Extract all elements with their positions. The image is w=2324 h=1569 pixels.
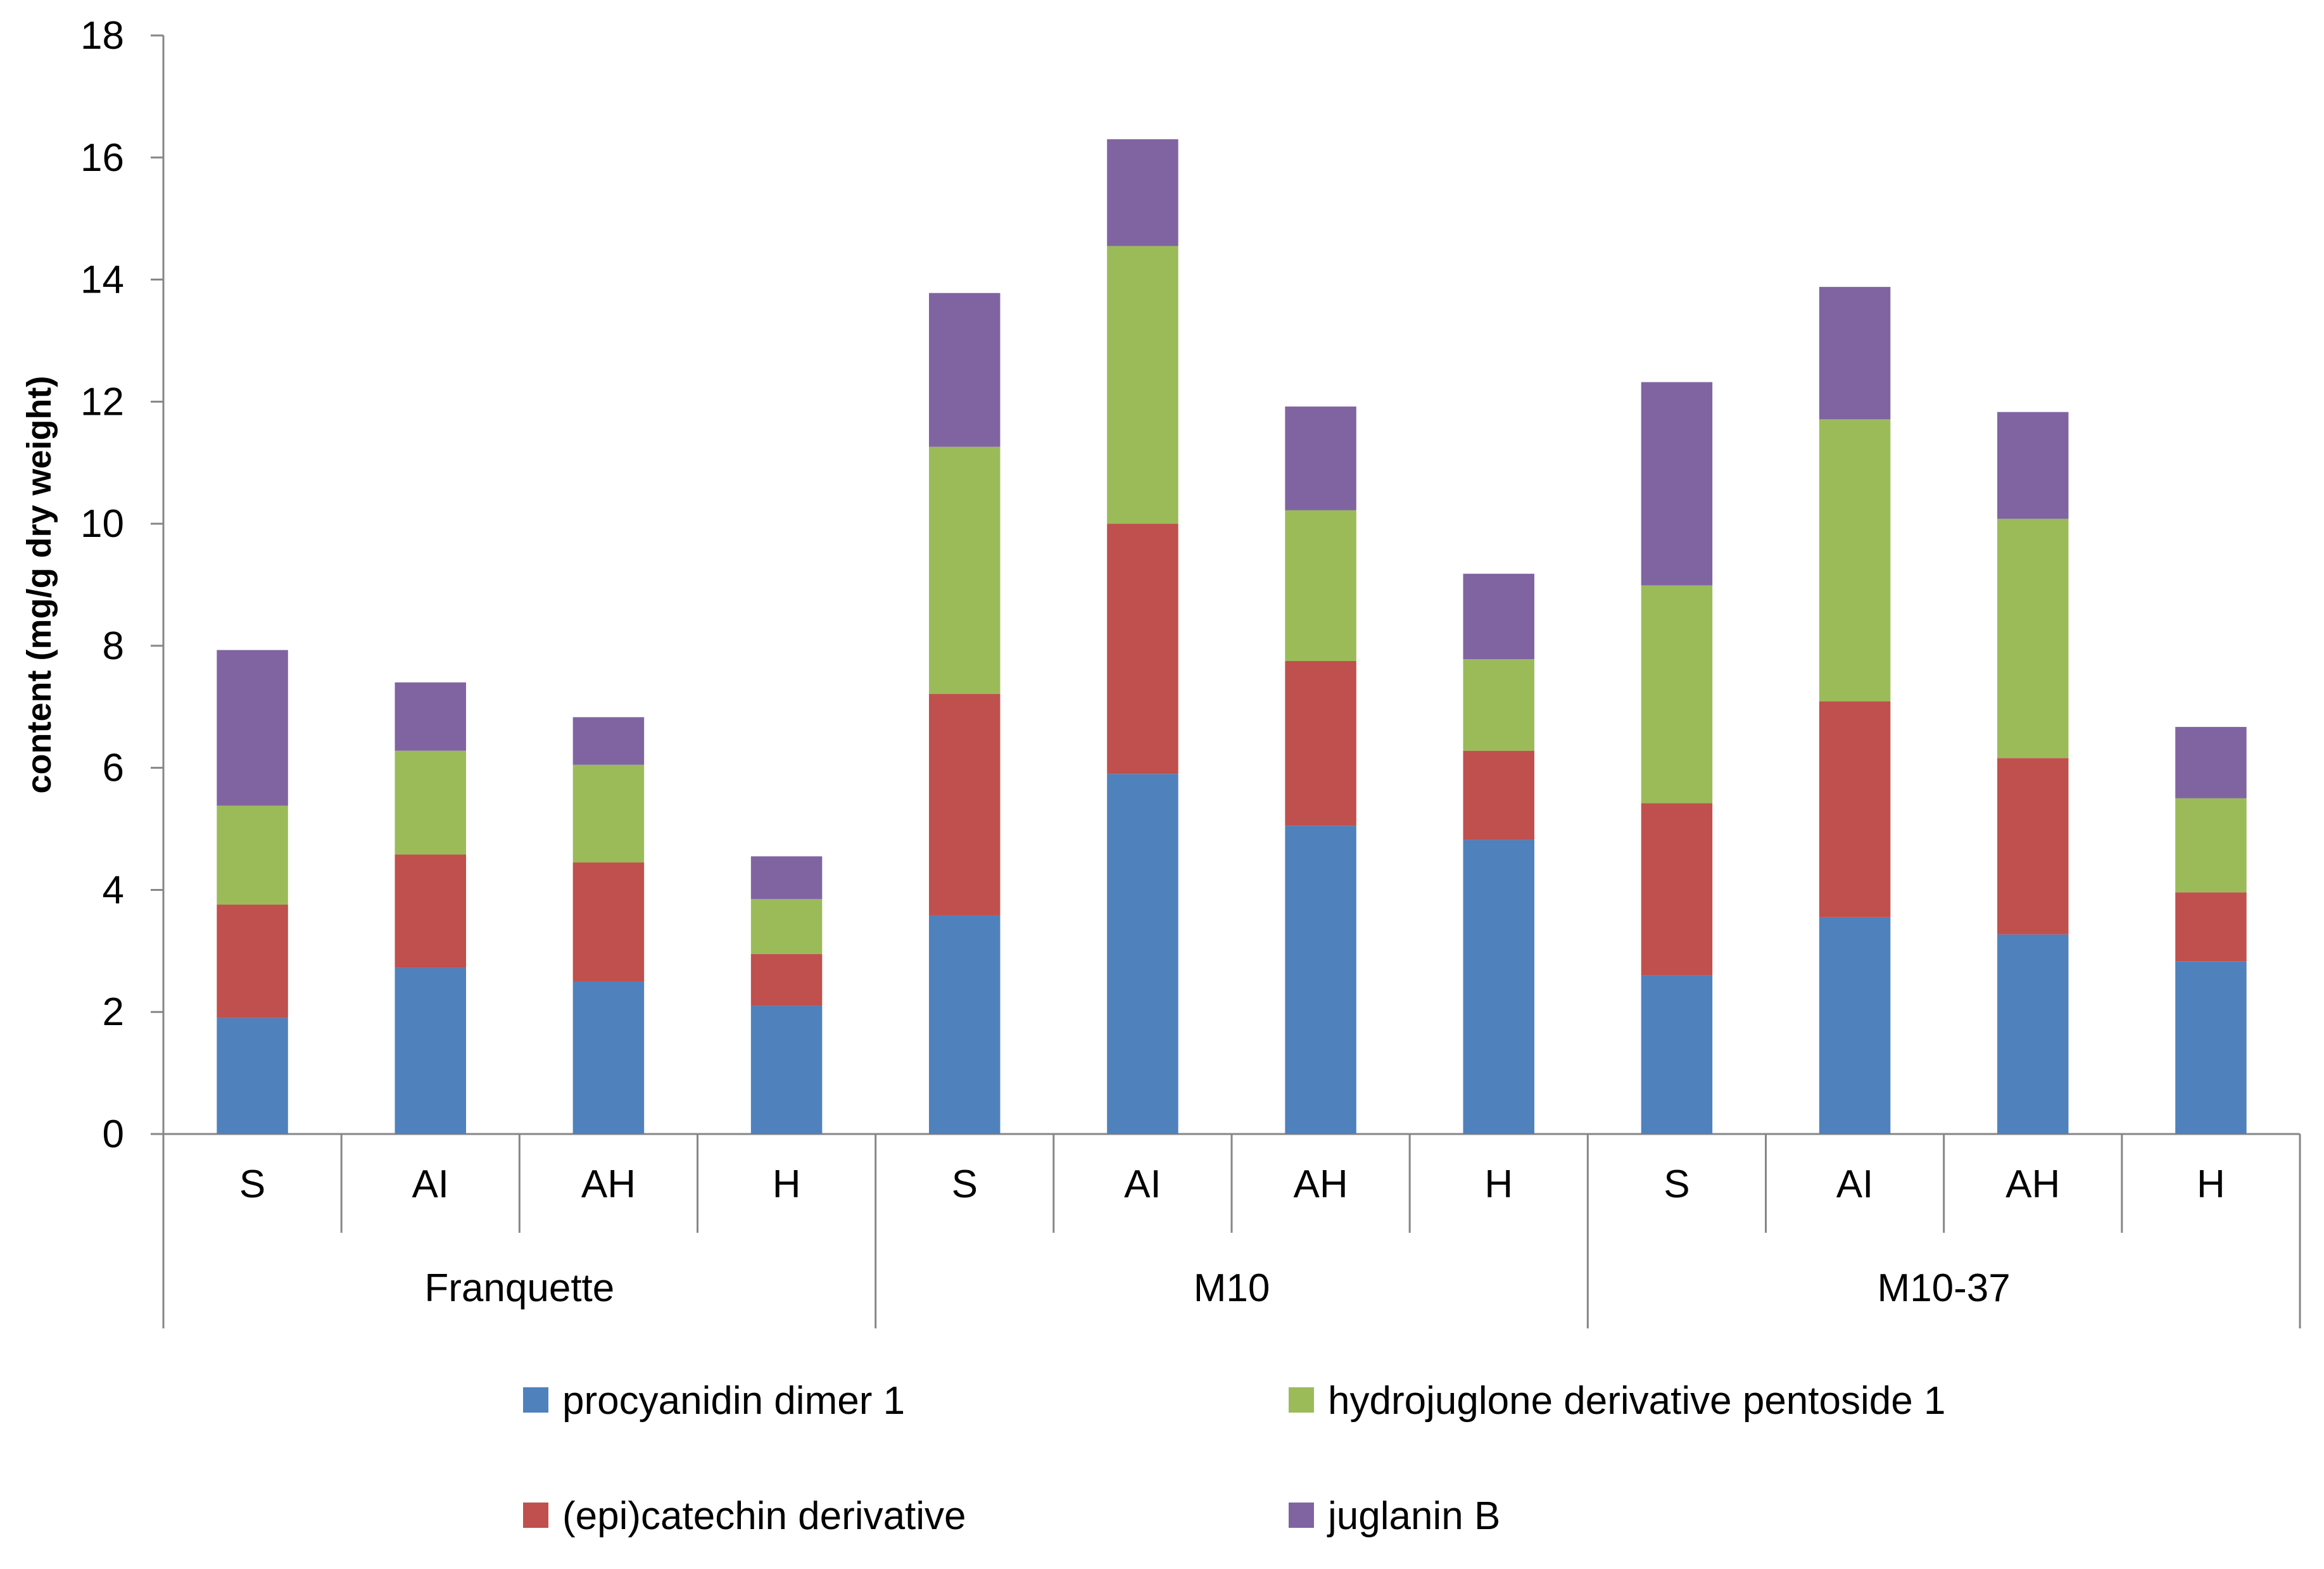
y-tick-label: 6 [103, 747, 124, 790]
bar-segment-procyanidin-dimer-1 [1107, 774, 1178, 1134]
bar-segment-juglanin-b [572, 717, 645, 765]
bar-segment--epi-catechin-derivative [395, 854, 466, 968]
bar-segment--epi-catechin-derivative [2175, 892, 2247, 962]
bar-segment-hydrojuglone-derivative-pentoside-1 [750, 898, 823, 954]
bar-segment--epi-catechin-derivative [1819, 701, 1891, 917]
bar-segment-hydrojuglone-derivative-pentoside-1 [1463, 659, 1534, 751]
x-category-label: H [1484, 1163, 1513, 1206]
legend-label: hydrojuglone derivative pentoside 1 [1328, 1379, 1945, 1423]
bar-segment-hydrojuglone-derivative-pentoside-1 [217, 805, 288, 905]
bar-segment--epi-catechin-derivative [1997, 758, 2069, 935]
x-category-label: H [2197, 1163, 2225, 1206]
bar-segment-procyanidin-dimer-1 [395, 967, 466, 1134]
bar-segment-juglanin-b [217, 650, 288, 806]
legend-label: (epi)catechin derivative [562, 1494, 966, 1538]
x-category-label: AI [412, 1163, 449, 1206]
x-category-label: AH [1294, 1163, 1348, 1206]
x-category-label: H [773, 1163, 801, 1206]
axes-layer [151, 34, 2301, 1328]
legend-swatch [1289, 1387, 1314, 1413]
bar-segment-hydrojuglone-derivative-pentoside-1 [1285, 510, 1356, 661]
legend-swatch [1289, 1503, 1314, 1528]
bar-segment-juglanin-b [1641, 382, 1713, 586]
bar-segment-juglanin-b [1107, 139, 1178, 246]
x-group-label: M10 [1194, 1266, 1270, 1310]
x-category-label: S [952, 1163, 978, 1206]
legend-swatch [523, 1503, 548, 1528]
bar-segment-procyanidin-dimer-1 [1285, 826, 1356, 1134]
legend-swatch [523, 1387, 548, 1413]
bar-segment-juglanin-b [750, 856, 823, 899]
bar-segment-procyanidin-dimer-1 [1997, 934, 2069, 1134]
bar-segment--epi-catechin-derivative [217, 904, 288, 1018]
bar-segment--epi-catechin-derivative [1285, 660, 1356, 826]
bar-segment--epi-catechin-derivative [572, 862, 645, 982]
y-axis-title: content (mg/g dry weight) [20, 376, 58, 794]
bar-segment-juglanin-b [1819, 287, 1891, 420]
bar-segment-juglanin-b [395, 682, 466, 751]
legend-label: procyanidin dimer 1 [562, 1379, 905, 1423]
y-tick-label: 18 [80, 14, 124, 58]
bar-segment-hydrojuglone-derivative-pentoside-1 [1641, 585, 1713, 803]
bar-segment-hydrojuglone-derivative-pentoside-1 [1819, 419, 1891, 702]
bar-segment-hydrojuglone-derivative-pentoside-1 [1107, 246, 1178, 524]
bar-segment-procyanidin-dimer-1 [572, 981, 645, 1134]
bar-segment-procyanidin-dimer-1 [1819, 917, 1891, 1134]
y-tick-label: 0 [103, 1112, 124, 1156]
x-category-label: AH [2005, 1163, 2060, 1206]
bar-segment-procyanidin-dimer-1 [2175, 961, 2247, 1134]
bar-segment-hydrojuglone-derivative-pentoside-1 [2175, 798, 2247, 893]
bar-segment--epi-catechin-derivative [750, 954, 823, 1006]
y-tick-label: 4 [103, 868, 124, 912]
y-tick-label: 14 [80, 258, 124, 302]
bar-segment-hydrojuglone-derivative-pentoside-1 [929, 446, 1001, 695]
bar-segment-procyanidin-dimer-1 [1463, 840, 1534, 1134]
legend: procyanidin dimer 1 hydrojuglone derivati… [523, 1379, 1945, 1538]
bar-segment-procyanidin-dimer-1 [1641, 975, 1713, 1134]
x-group-label: M10-37 [1878, 1266, 2011, 1310]
bar-segment--epi-catechin-derivative [1641, 803, 1713, 976]
y-tick-label: 2 [103, 990, 124, 1034]
bar-segment-hydrojuglone-derivative-pentoside-1 [395, 750, 466, 855]
y-tick-label: 12 [80, 380, 124, 424]
y-tick-label: 16 [80, 136, 124, 180]
bar-segment-juglanin-b [2175, 727, 2247, 798]
bar-segment--epi-catechin-derivative [1463, 750, 1534, 840]
x-group-label: Franquette [424, 1266, 614, 1310]
bars-layer [217, 139, 2247, 1134]
bar-segment-juglanin-b [1285, 406, 1356, 510]
bar-segment-hydrojuglone-derivative-pentoside-1 [572, 764, 645, 863]
x-category-label: AI [1836, 1163, 1874, 1206]
bar-segment--epi-catechin-derivative [929, 694, 1001, 916]
legend-label: juglanin B [1327, 1494, 1500, 1538]
bar-segment-procyanidin-dimer-1 [929, 915, 1001, 1134]
bar-segment--epi-catechin-derivative [1107, 524, 1178, 774]
x-category-label: S [1664, 1163, 1689, 1206]
bar-segment-juglanin-b [1463, 574, 1534, 660]
bar-segment-hydrojuglone-derivative-pentoside-1 [1997, 519, 2069, 759]
labels-layer: 0 2 4 6 8 10 12 14 16 18 content (mg/g dry weight)… [20, 14, 2225, 1310]
x-category-label: S [239, 1163, 265, 1206]
bar-segment-procyanidin-dimer-1 [217, 1018, 288, 1134]
x-category-label: AH [581, 1163, 636, 1206]
bar-segment-juglanin-b [929, 293, 1001, 447]
bar-segment-juglanin-b [1997, 412, 2069, 519]
x-category-label: AI [1124, 1163, 1161, 1206]
y-tick-label: 8 [103, 624, 124, 668]
y-tick-label: 10 [80, 502, 124, 546]
bar-segment-procyanidin-dimer-1 [750, 1005, 823, 1134]
